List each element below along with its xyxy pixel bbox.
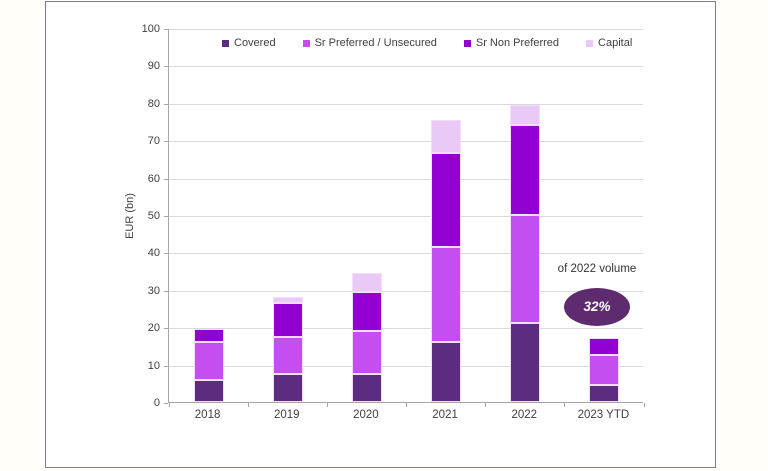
x-axis-tick bbox=[168, 403, 170, 407]
gridline bbox=[169, 141, 643, 143]
y-tick-label: 40 bbox=[147, 247, 160, 260]
x-axis-tick bbox=[485, 403, 487, 407]
gridline bbox=[169, 216, 643, 217]
bar-segment-sr-non-preferred bbox=[272, 302, 303, 337]
y-axis-tick bbox=[164, 403, 168, 404]
bar-segment-covered bbox=[589, 385, 620, 402]
legend-swatch-icon bbox=[586, 39, 594, 47]
y-tick-label: 100 bbox=[141, 23, 160, 35]
bar-segment-capital bbox=[272, 297, 303, 303]
bar-segment-sr-preferred-unsecured bbox=[351, 330, 382, 374]
y-tick-label: 0 bbox=[153, 397, 160, 409]
y-axis-tick bbox=[164, 253, 168, 255]
bar-segment-sr-preferred-unsecured bbox=[431, 246, 462, 343]
bar-segment-capital bbox=[351, 273, 382, 292]
y-axis-tick bbox=[164, 141, 168, 143]
gridline bbox=[169, 29, 643, 30]
bar-segment-sr-non-preferred bbox=[510, 125, 541, 216]
bar-segment-covered bbox=[510, 323, 541, 402]
y-tick-label: 10 bbox=[147, 359, 160, 372]
x-tick-label: 2018 bbox=[194, 409, 221, 421]
legend-label: Capital bbox=[598, 37, 633, 49]
y-tick-label: 70 bbox=[147, 135, 160, 148]
bar-segment-covered bbox=[351, 373, 382, 402]
x-tick-labels: 2018 2019 2020 2021 2022 2023 YTD bbox=[168, 409, 643, 425]
gridline bbox=[169, 290, 643, 292]
bar-2023-ytd bbox=[589, 338, 620, 402]
annotation: of 2022 volume 32% bbox=[551, 263, 643, 326]
x-tick-label: 2022 bbox=[511, 409, 538, 421]
gridline bbox=[169, 328, 643, 330]
legend-item-sr-non-preferred: Sr Non Preferred bbox=[463, 37, 560, 49]
gridline bbox=[169, 178, 643, 180]
gridline bbox=[169, 66, 643, 68]
gridline bbox=[169, 253, 643, 255]
bar-segment-capital bbox=[431, 119, 462, 154]
legend-label: Covered bbox=[234, 37, 276, 49]
bar-2021 bbox=[431, 119, 462, 402]
legend-swatch-icon bbox=[222, 39, 229, 47]
legend-swatch-icon bbox=[463, 39, 471, 47]
plot-area bbox=[164, 29, 645, 407]
y-axis-tick bbox=[164, 365, 168, 367]
bar-2018 bbox=[193, 329, 224, 402]
bar-segment-sr-non-preferred bbox=[589, 338, 620, 356]
y-axis-tick bbox=[164, 103, 168, 105]
legend: Covered Sr Preferred / Unsecured Sr Non Pr… bbox=[222, 37, 632, 49]
legend-swatch-icon bbox=[302, 39, 310, 47]
bar-segment-sr-preferred-unsecured bbox=[510, 215, 541, 324]
y-axis-tick bbox=[164, 328, 168, 330]
y-axis-tick bbox=[164, 66, 168, 68]
y-axis-tick bbox=[164, 216, 168, 217]
y-tick-label: 30 bbox=[147, 284, 160, 297]
bar-segment-covered bbox=[193, 379, 224, 402]
x-axis-tick bbox=[247, 403, 249, 407]
gridline bbox=[169, 103, 643, 105]
bar-2019 bbox=[272, 297, 303, 402]
bar-segment-covered bbox=[431, 342, 462, 402]
chart-panel: Covered Sr Preferred / Unsecured Sr Non Pr… bbox=[45, 1, 716, 468]
bar-2020 bbox=[351, 273, 382, 402]
legend-label: Sr Preferred / Unsecured bbox=[314, 37, 437, 49]
annotation-label: of 2022 volume bbox=[557, 263, 637, 275]
bar-segment-sr-non-preferred bbox=[431, 153, 462, 247]
legend-item-covered: Covered bbox=[222, 37, 276, 49]
bar-segment-capital bbox=[510, 104, 541, 126]
y-tick-label: 90 bbox=[147, 60, 160, 73]
legend-label: Sr Non Preferred bbox=[475, 37, 560, 49]
bar-2022 bbox=[510, 104, 541, 402]
x-axis-tick bbox=[406, 403, 407, 407]
bar-segment-sr-non-preferred bbox=[193, 329, 224, 343]
y-axis-tick bbox=[164, 29, 168, 30]
bar-segment-sr-non-preferred bbox=[351, 291, 382, 331]
bar-segment-covered bbox=[272, 373, 303, 402]
x-tick-label: 2023 YTD bbox=[577, 409, 630, 421]
y-tick-label: 80 bbox=[147, 97, 160, 110]
bar-segment-sr-preferred-unsecured bbox=[193, 342, 224, 380]
x-tick-label: 2020 bbox=[353, 409, 379, 421]
legend-item-capital: Capital bbox=[586, 37, 632, 49]
x-tick-label: 2019 bbox=[273, 409, 300, 421]
bar-segment-sr-preferred-unsecured bbox=[589, 355, 620, 386]
annotation-badge: 32% bbox=[564, 288, 630, 326]
bar-segment-sr-preferred-unsecured bbox=[272, 336, 303, 374]
gridline bbox=[169, 365, 643, 367]
x-axis-tick bbox=[643, 403, 645, 407]
x-axis-tick bbox=[564, 403, 566, 407]
y-tick-label: 60 bbox=[147, 172, 160, 185]
y-tick-label: 50 bbox=[147, 210, 160, 222]
x-axis-tick bbox=[326, 403, 328, 407]
y-axis-tick bbox=[164, 290, 168, 292]
x-tick-label: 2021 bbox=[432, 409, 458, 421]
legend-item-sr-preferred-unsecured: Sr Preferred / Unsecured bbox=[302, 37, 437, 49]
y-tick-label: 20 bbox=[147, 322, 160, 335]
y-tick-labels: 0 10 20 30 40 50 60 70 80 90 100 bbox=[116, 23, 160, 409]
y-axis-tick bbox=[164, 178, 168, 180]
